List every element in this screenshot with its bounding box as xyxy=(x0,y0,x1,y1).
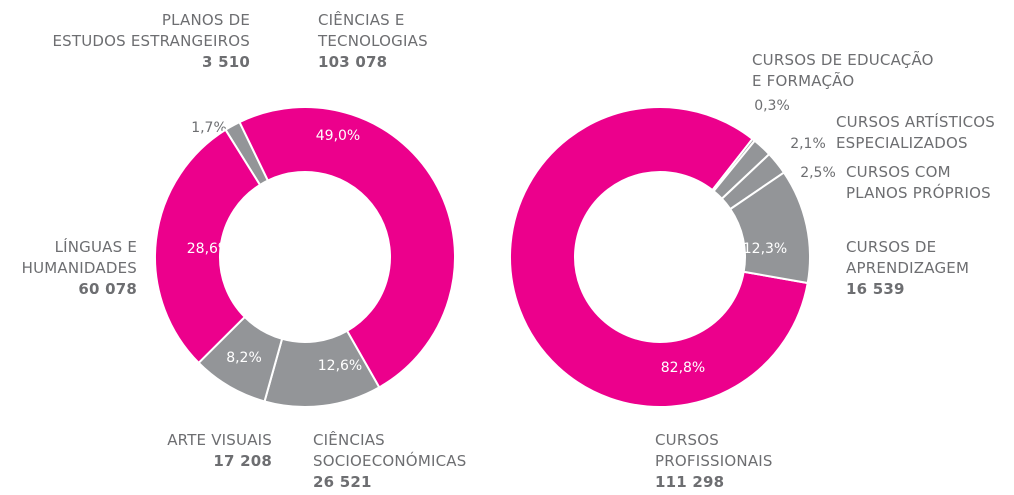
slice-percent: 2,5% xyxy=(800,165,836,181)
donut-slice xyxy=(728,171,811,285)
slice-label: CIÊNCIAS E TECNOLOGIAS 103 078 xyxy=(318,10,428,73)
slice-label: PLANOS DE ESTUDOS ESTRANGEIROS 3 510 xyxy=(52,10,250,73)
category-name: PLANOS DE ESTUDOS ESTRANGEIROS xyxy=(52,11,250,50)
category-count: 3 510 xyxy=(202,53,250,71)
category-name: CIÊNCIAS SOCIOECONÓMICAS xyxy=(313,431,467,470)
slice-percent: 49,0% xyxy=(316,128,360,144)
donut-slice xyxy=(238,106,456,389)
category-count: 103 078 xyxy=(318,53,388,71)
slice-percent: 82,8% xyxy=(661,360,705,376)
category-name: CURSOS ARTÍSTICOS ESPECIALIZADOS xyxy=(836,113,995,152)
category-count: 60 078 xyxy=(78,280,137,298)
slice-percent: 0,3% xyxy=(754,98,790,114)
category-name: ARTE VISUAIS xyxy=(167,431,272,449)
category-count: 111 298 xyxy=(655,473,725,491)
slice-label: CURSOS DE EDUCAÇÃO E FORMAÇÃO xyxy=(752,50,934,92)
category-name: CIÊNCIAS E TECNOLOGIAS xyxy=(318,11,428,50)
category-count: 26 521 xyxy=(313,473,372,491)
slice-label: LÍNGUAS E HUMANIDADES 60 078 xyxy=(22,237,137,300)
category-name: CURSOS PROFISSIONAIS xyxy=(655,431,773,470)
category-name: CURSOS DE APRENDIZAGEM xyxy=(846,238,970,277)
category-name: LÍNGUAS E HUMANIDADES xyxy=(21,238,137,277)
slice-percent: 8,2% xyxy=(226,350,262,366)
slice-label: ARTE VISUAIS 17 208 xyxy=(167,430,272,472)
slice-percent: 1,7% xyxy=(191,120,227,136)
donut-slice xyxy=(509,106,809,408)
slice-percent: 12,6% xyxy=(318,358,362,374)
category-count: 16 539 xyxy=(846,280,905,298)
slice-percent: 12,3% xyxy=(743,241,787,257)
slice-label: CURSOS PROFISSIONAIS 111 298 xyxy=(655,430,773,493)
slice-label: CURSOS ARTÍSTICOS ESPECIALIZADOS xyxy=(836,112,995,154)
slice-percent: 28,6% xyxy=(187,241,231,257)
category-name: CURSOS DE EDUCAÇÃO E FORMAÇÃO xyxy=(752,51,934,90)
category-count: 17 208 xyxy=(213,452,272,470)
slice-percent: 2,1% xyxy=(790,136,826,152)
slice-label: CURSOS COM PLANOS PRÓPRIOS xyxy=(846,162,991,204)
slice-label: CURSOS DE APRENDIZAGEM 16 539 xyxy=(846,237,969,300)
slice-label: CIÊNCIAS SOCIOECONÓMICAS 26 521 xyxy=(313,430,466,493)
category-name: CURSOS COM PLANOS PRÓPRIOS xyxy=(846,163,991,202)
donut-slice xyxy=(154,128,262,365)
